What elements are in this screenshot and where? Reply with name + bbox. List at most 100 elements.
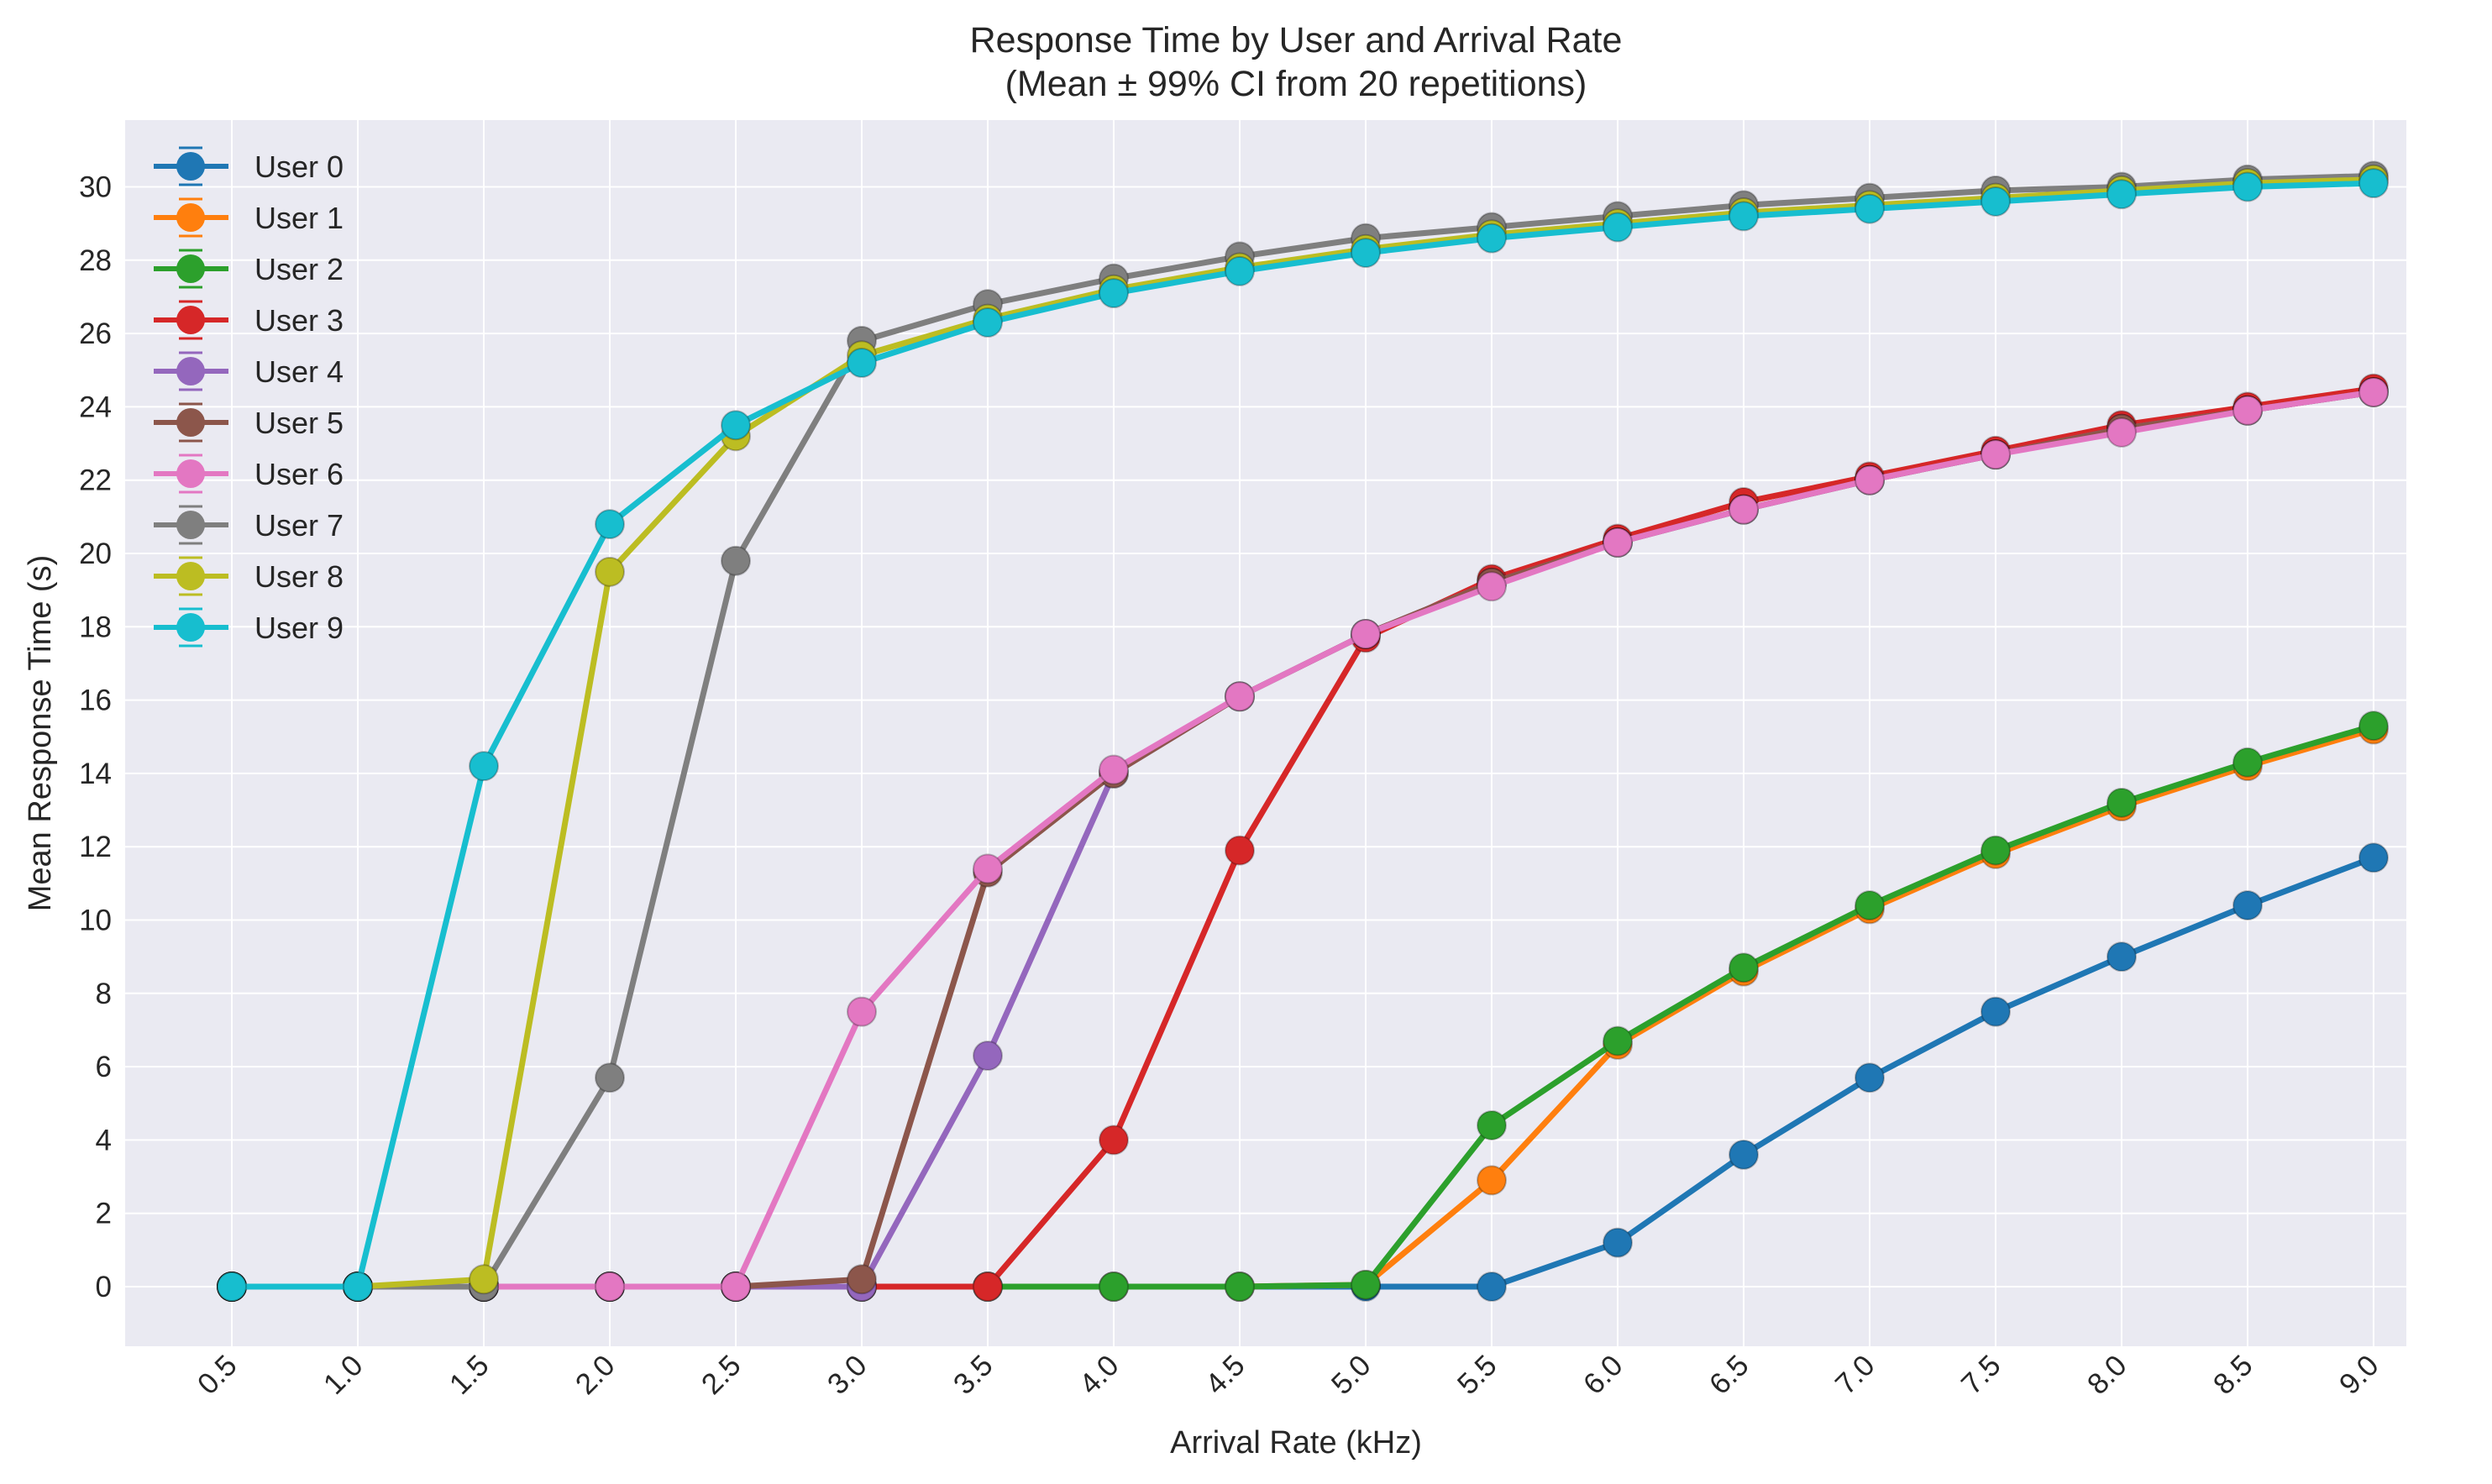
data-point	[1225, 1272, 1255, 1302]
data-point	[721, 545, 751, 576]
legend-marker	[176, 562, 205, 590]
data-point	[595, 1062, 625, 1093]
data-point	[2232, 171, 2263, 202]
data-point	[721, 410, 751, 441]
data-point	[2358, 376, 2389, 407]
data-point	[1477, 1272, 1507, 1302]
y-tick-label: 14	[79, 758, 112, 790]
y-tick-label: 30	[79, 171, 112, 204]
legend-item: User 4	[154, 351, 344, 391]
data-point	[1225, 681, 1255, 712]
y-tick-label: 18	[79, 611, 112, 643]
chart-subtitle: (Mean ± 99% CI from 20 repetitions)	[1005, 64, 1587, 104]
y-tick-label: 12	[79, 831, 112, 863]
data-point	[595, 556, 625, 587]
data-point	[847, 996, 877, 1027]
y-tick-label: 2	[96, 1198, 112, 1230]
y-tick-label: 6	[96, 1051, 112, 1083]
legend-marker	[176, 306, 205, 334]
data-point	[973, 1272, 1003, 1302]
data-point	[2232, 395, 2263, 426]
y-tick-label: 28	[79, 244, 112, 277]
legend-marker	[176, 613, 205, 642]
legend-label: User 3	[254, 303, 344, 338]
series-layer	[217, 160, 2389, 1302]
legend-label: User 1	[254, 201, 344, 235]
data-point	[595, 1272, 625, 1302]
data-point	[217, 1272, 247, 1302]
data-point	[2358, 168, 2389, 199]
data-point	[1099, 754, 1129, 785]
legend-label: User 6	[254, 457, 344, 491]
data-point	[1729, 952, 1759, 983]
data-point	[1729, 1139, 1759, 1170]
data-point	[469, 1264, 499, 1295]
data-point	[1477, 1165, 1507, 1196]
data-point	[721, 1272, 751, 1302]
series-line	[232, 172, 2374, 1290]
legend-label: User 0	[254, 149, 344, 184]
legend-label: User 4	[254, 354, 344, 389]
legend-item: User 3	[154, 300, 344, 340]
data-point	[1855, 1062, 1885, 1093]
data-point	[1477, 223, 1507, 254]
data-point	[1099, 1125, 1129, 1156]
data-point	[1603, 1025, 1633, 1057]
grid	[125, 120, 2406, 1346]
data-point	[973, 1041, 1003, 1072]
data-point	[2232, 890, 2263, 921]
legend-marker	[176, 511, 205, 539]
legend-marker	[176, 203, 205, 232]
data-point	[847, 348, 877, 379]
data-point	[1225, 835, 1255, 866]
data-point	[1980, 996, 2011, 1027]
y-tick-label: 4	[96, 1124, 112, 1156]
data-point	[973, 307, 1003, 338]
data-point	[1603, 212, 1633, 243]
data-point	[1225, 255, 1255, 286]
legend-label: User 8	[254, 559, 344, 594]
y-tick-label: 10	[79, 905, 112, 937]
plot-area	[125, 120, 2406, 1346]
data-point	[1351, 1269, 1381, 1300]
legend-marker	[176, 254, 205, 283]
y-tick-label: 16	[79, 684, 112, 717]
legend: User 0 User 1 User 2 User 3 User 4 User 5 User…	[154, 146, 344, 648]
data-point	[2106, 787, 2137, 818]
legend-item: User 0	[154, 146, 344, 186]
data-point	[469, 751, 499, 782]
data-point	[1729, 494, 1759, 525]
legend-label: User 7	[254, 508, 344, 543]
legend-marker	[176, 459, 205, 488]
data-point	[1980, 439, 2011, 470]
data-point	[1351, 619, 1381, 650]
data-point	[1980, 186, 2011, 217]
x-axis-label: Arrival Rate (kHz)	[1170, 1425, 1422, 1460]
data-point	[2358, 842, 2389, 873]
legend-marker	[176, 357, 205, 385]
legend-item: User 8	[154, 556, 344, 596]
data-point	[343, 1272, 373, 1302]
legend-label: User 9	[254, 611, 344, 645]
y-tick-label: 20	[79, 537, 112, 570]
y-tick-label: 22	[79, 464, 112, 497]
y-tick-label: 8	[96, 978, 112, 1010]
y-tick-label: 0	[96, 1271, 112, 1303]
data-point	[1477, 571, 1507, 602]
data-point	[1729, 201, 1759, 232]
data-point	[1855, 464, 1885, 496]
legend-item: User 9	[154, 607, 344, 648]
y-tick-label: 24	[79, 391, 112, 423]
data-point	[1603, 527, 1633, 558]
legend-item: User 6	[154, 454, 344, 494]
data-point	[2232, 747, 2263, 778]
legend-label: User 2	[254, 252, 344, 286]
data-point	[1603, 1227, 1633, 1258]
legend-marker	[176, 152, 205, 181]
data-point	[1980, 835, 2011, 866]
legend-item: User 1	[154, 197, 344, 238]
data-point	[847, 1264, 877, 1295]
chart-title: Response Time by User and Arrival Rate	[970, 20, 1623, 60]
data-point	[1855, 193, 1885, 224]
